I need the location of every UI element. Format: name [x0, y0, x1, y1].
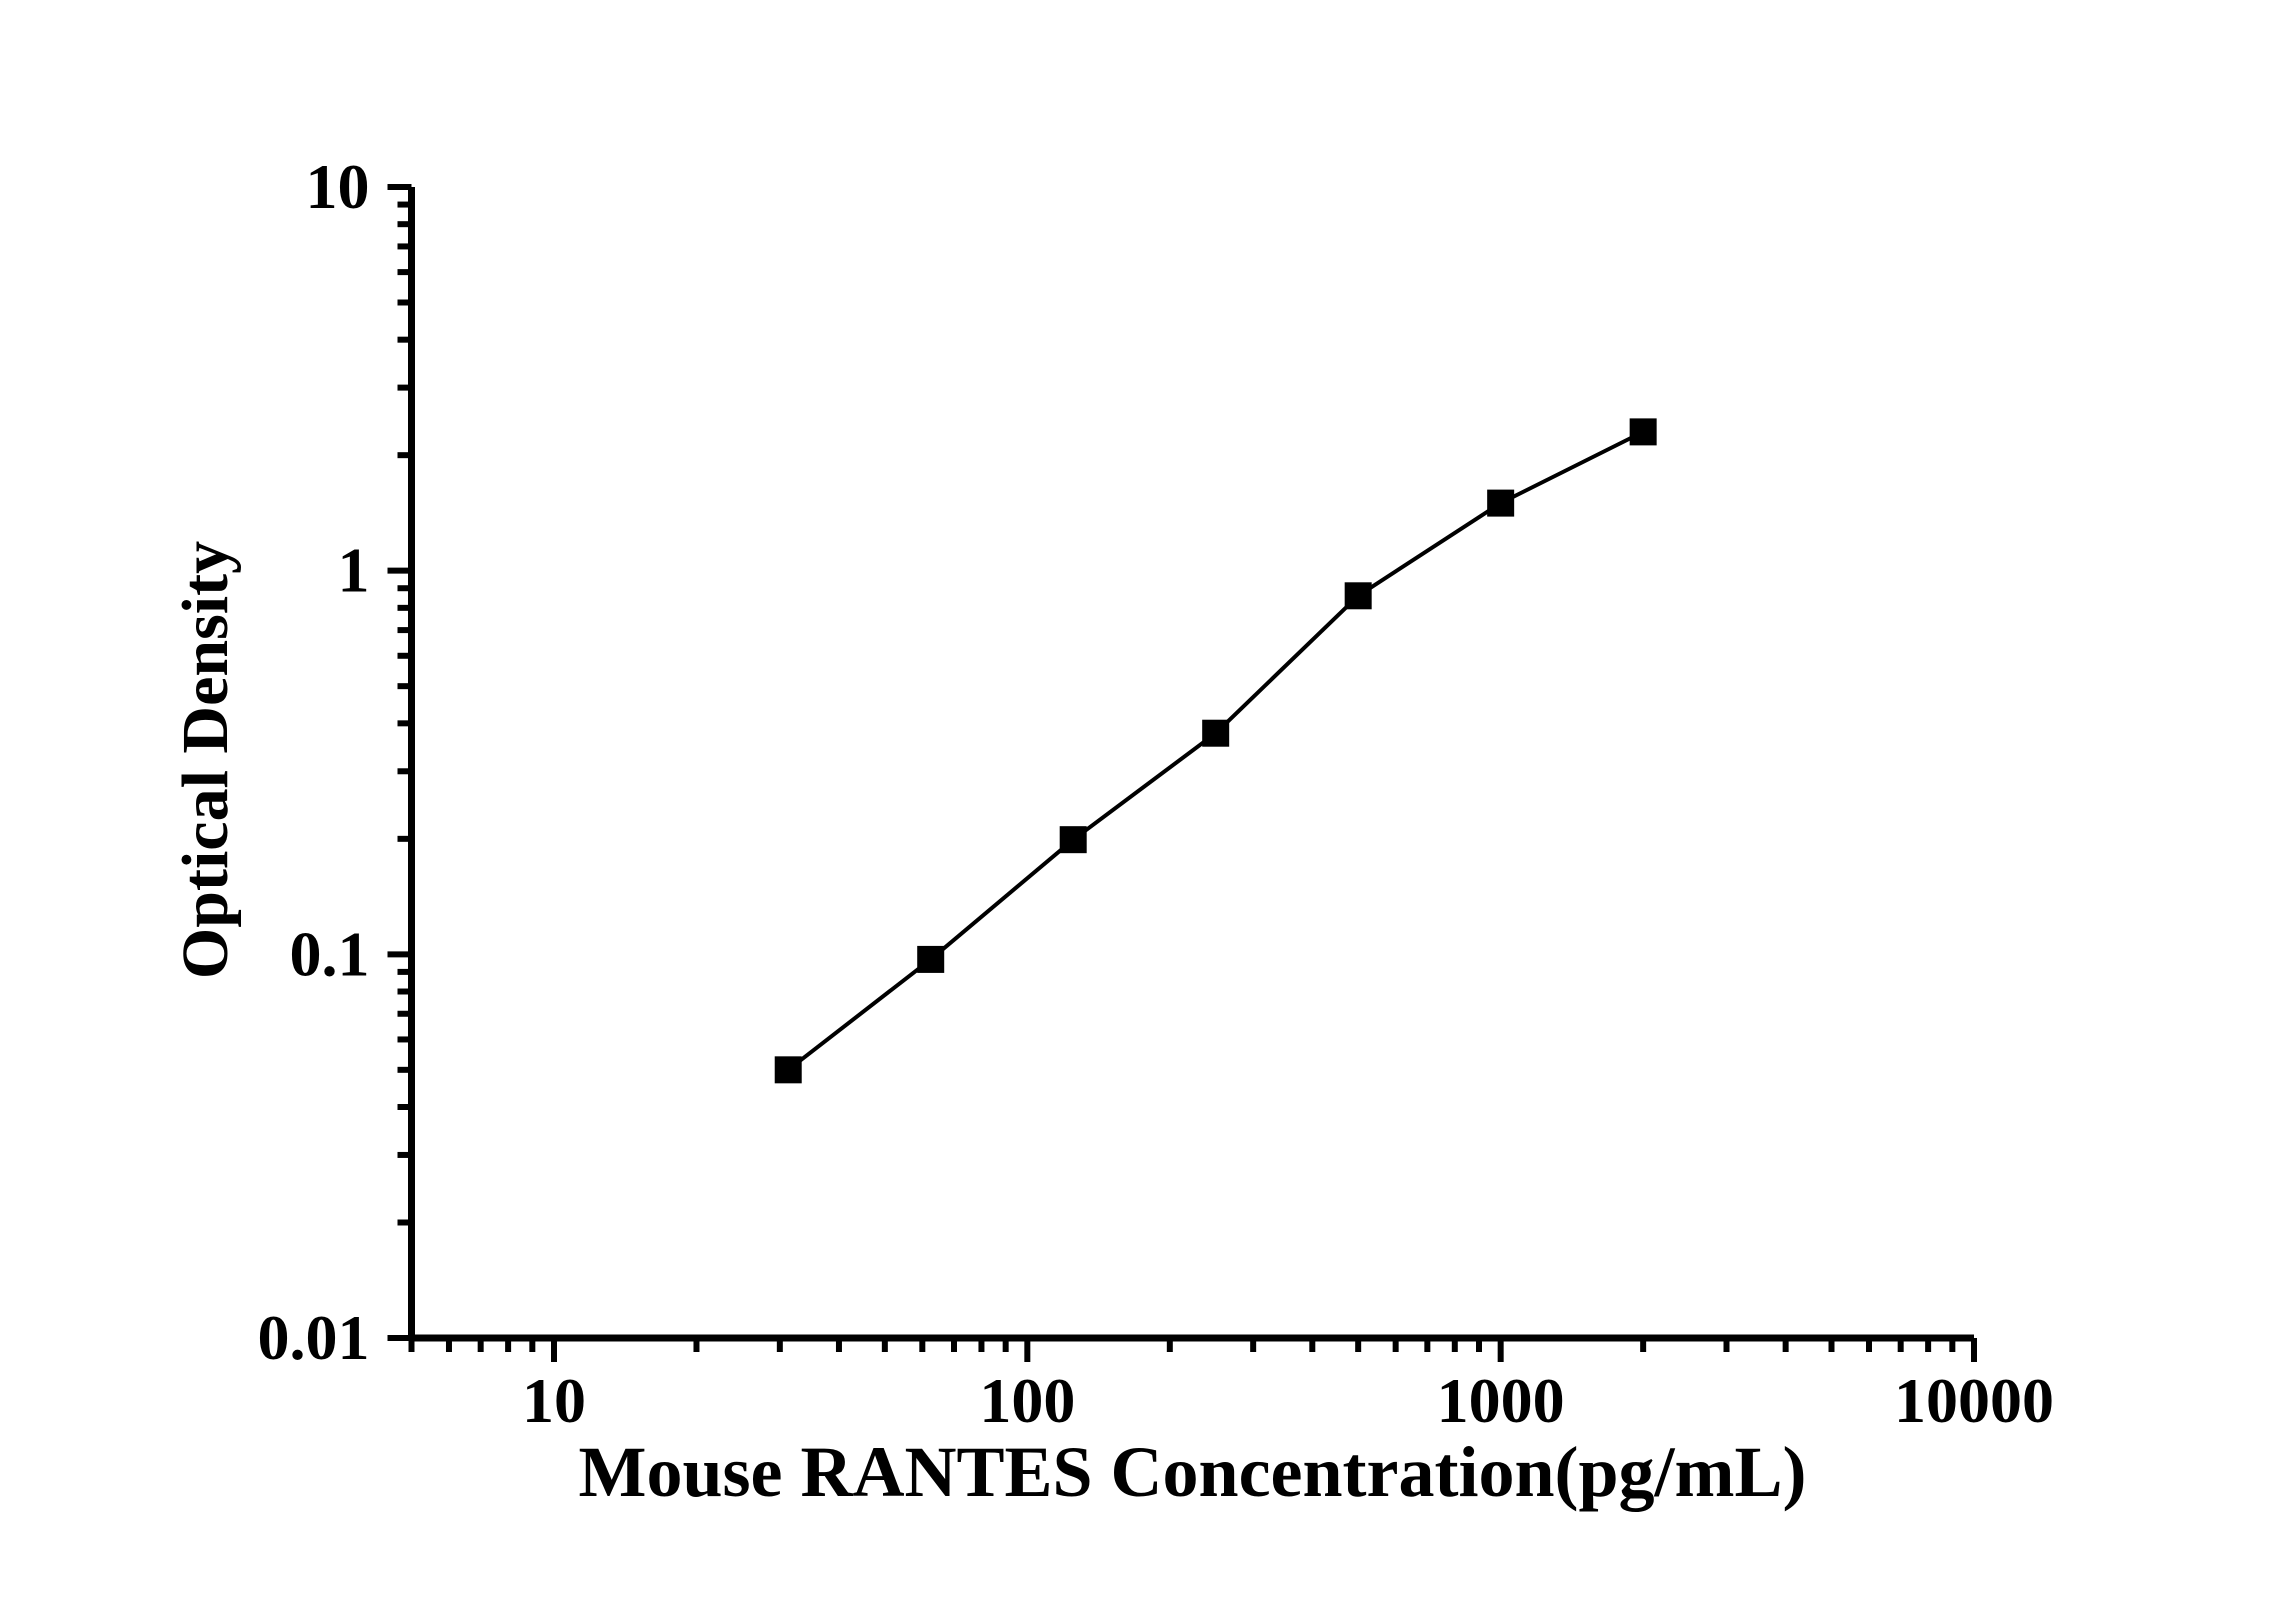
- y-tick-label: 10: [306, 151, 370, 222]
- data-point-marker: [1059, 826, 1087, 854]
- x-tick-label: 1000: [1437, 1365, 1565, 1436]
- data-point-marker: [774, 1056, 802, 1084]
- data-point-marker: [917, 945, 945, 973]
- y-axis-title: Optical Density: [169, 540, 242, 980]
- data-point-marker: [1629, 418, 1657, 446]
- y-tick-label: 1: [338, 535, 370, 606]
- data-point-marker: [1202, 719, 1230, 747]
- x-tick-label: 100: [979, 1365, 1075, 1436]
- curve-line: [786, 430, 1645, 1072]
- data-point-marker: [1487, 489, 1515, 517]
- x-tick-label: 10: [522, 1365, 586, 1436]
- x-tick-label: 10000: [1894, 1365, 2054, 1436]
- x-axis-title: Mouse RANTES Concentration(pg/mL): [578, 1432, 1807, 1512]
- data-point-marker: [1344, 582, 1372, 610]
- y-tick-label: 0.1: [290, 918, 370, 989]
- y-tick-label: 0.01: [258, 1302, 370, 1373]
- axis-spines: [408, 187, 1974, 1342]
